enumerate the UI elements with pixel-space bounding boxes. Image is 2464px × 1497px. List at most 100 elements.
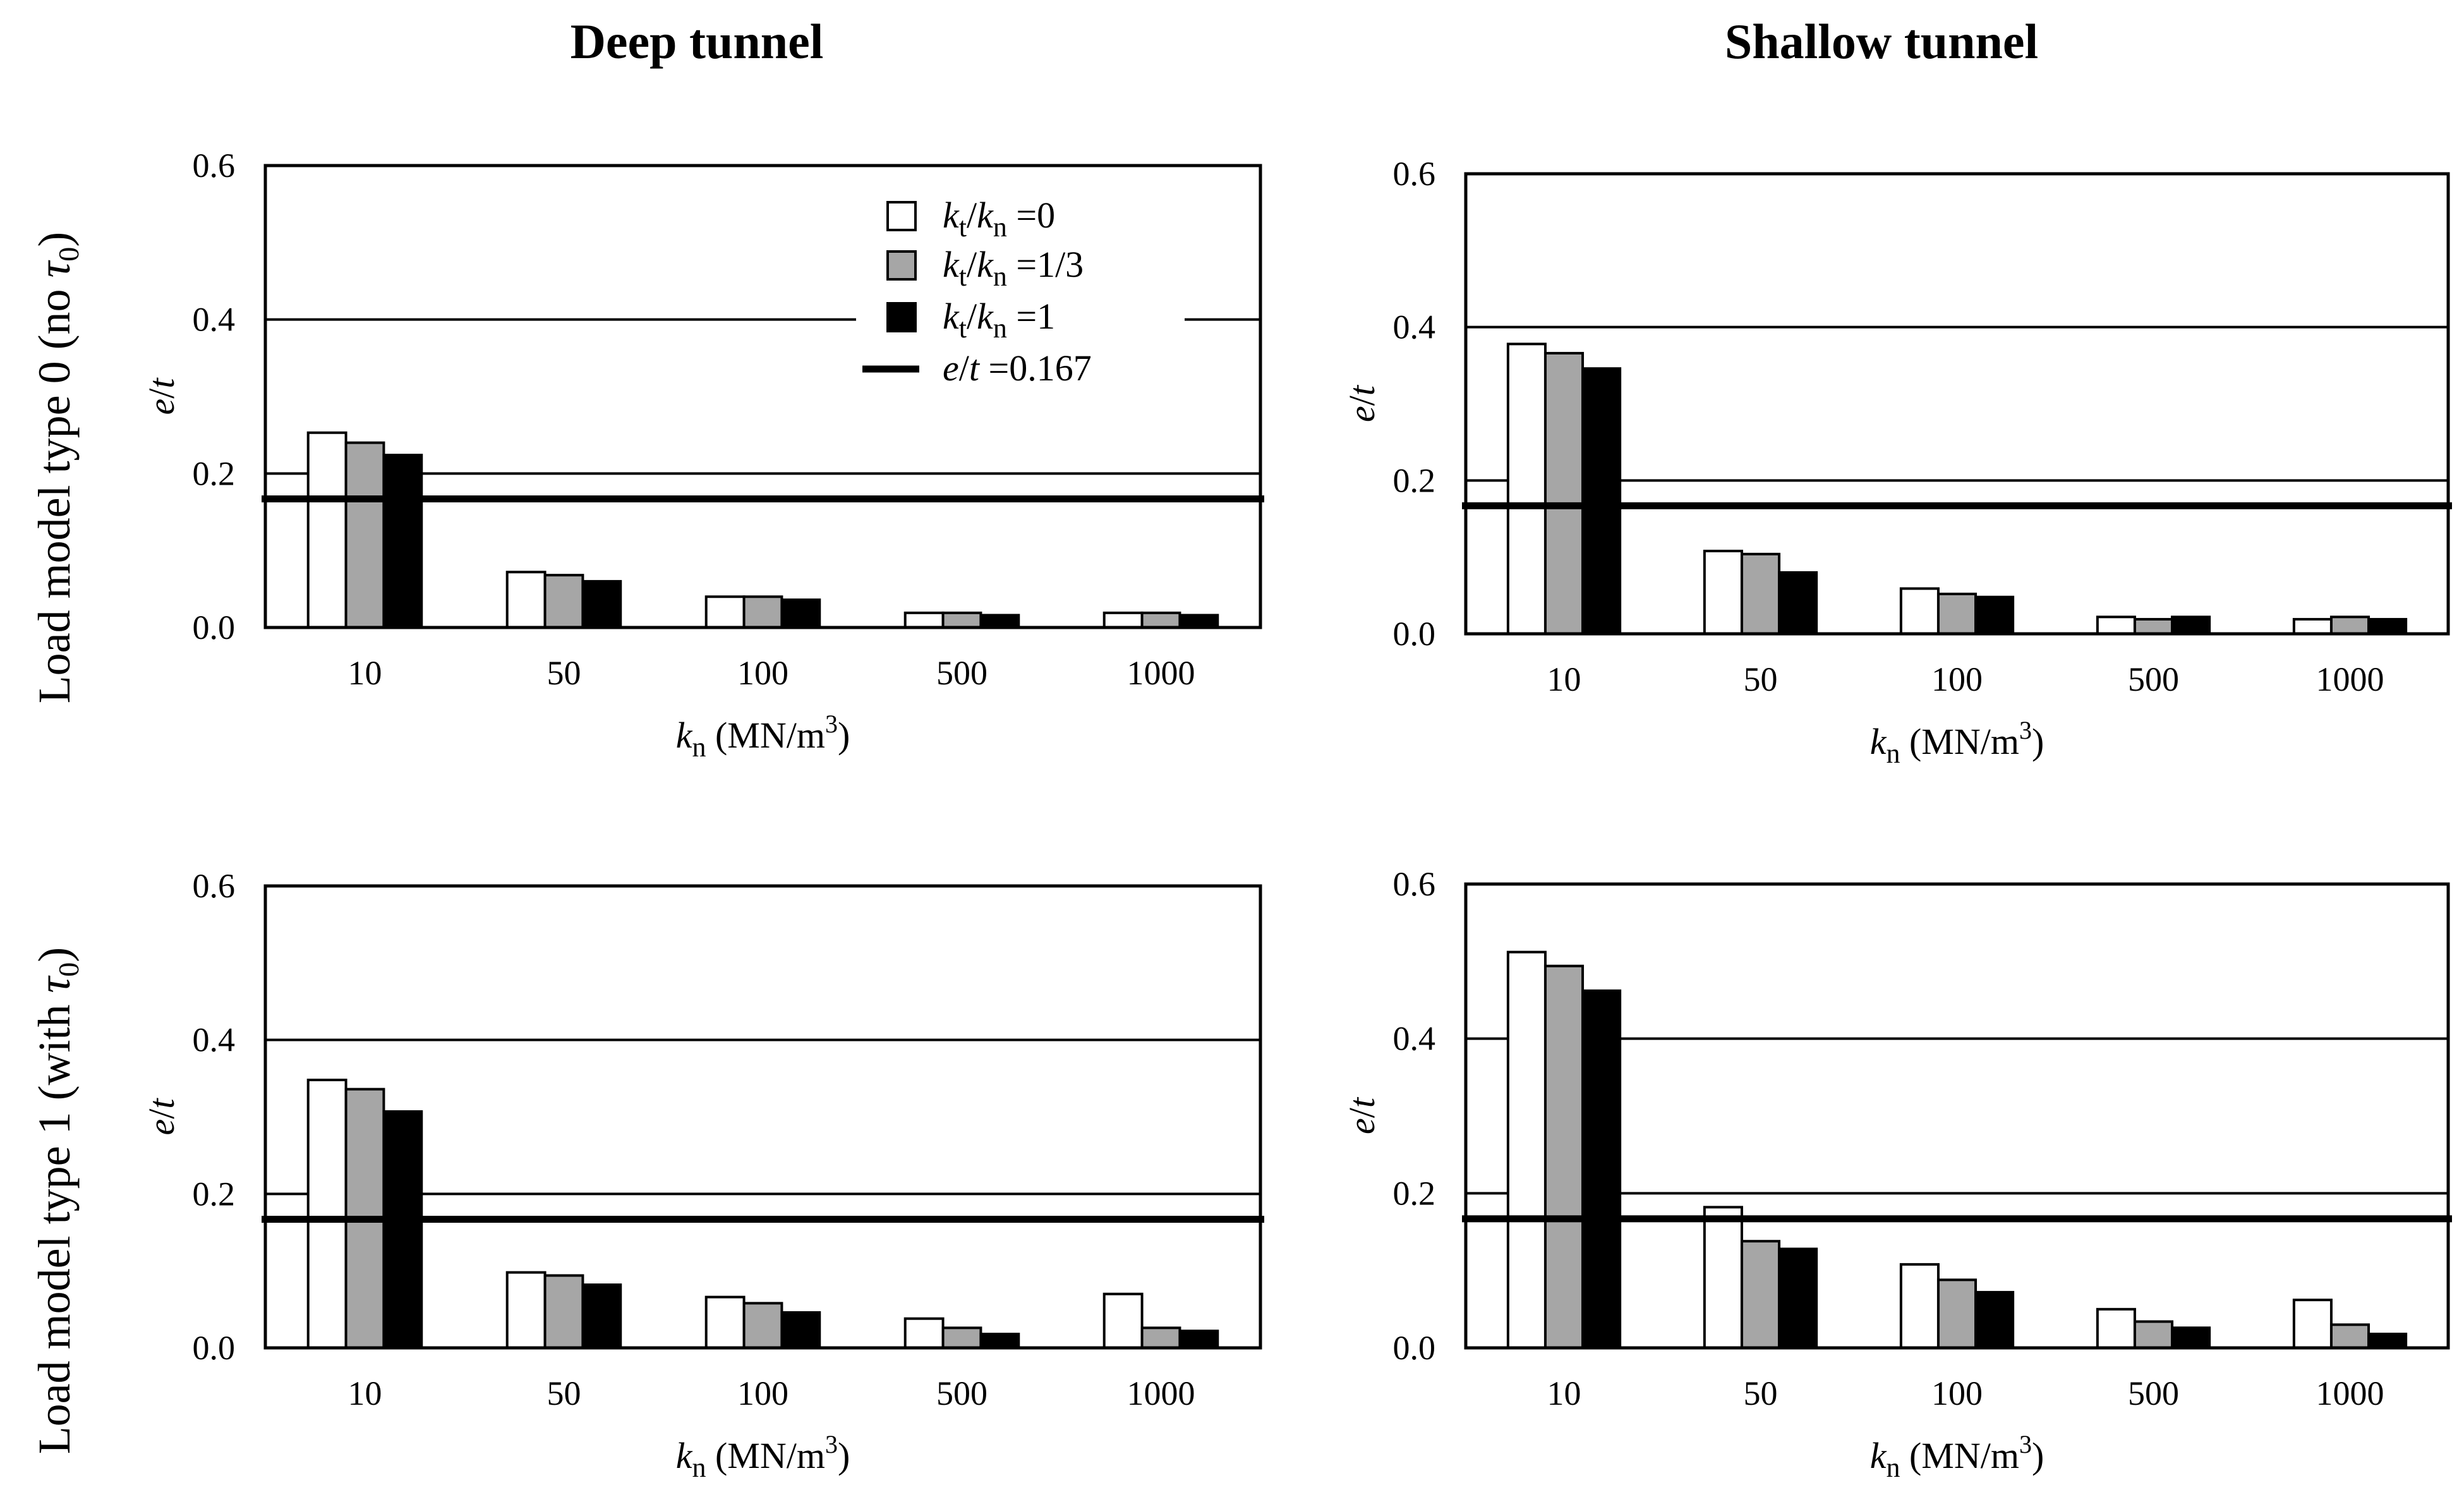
legend-swatch-1	[886, 250, 917, 281]
bar-s2-c0	[382, 454, 423, 629]
legend-var1: k	[943, 195, 960, 236]
y-axis-var1: e	[141, 399, 182, 415]
bar-s2-c1	[1778, 1247, 1818, 1349]
row-label-type1-sub: 0	[52, 962, 85, 977]
bar-s1-c3	[2133, 617, 2174, 635]
x-axis-close: )	[2032, 1435, 2044, 1476]
ytick-label-0: 0.0	[1393, 615, 1436, 653]
bar-s2-c1	[1778, 571, 1818, 636]
bar-s2-c4	[1178, 1330, 1219, 1350]
y-axis-sep: /	[141, 388, 182, 399]
bar-s1-c3	[941, 1326, 982, 1349]
y-axis-sep: /	[1341, 1107, 1382, 1118]
bar-s0-c1	[505, 571, 547, 629]
y-axis-var1: e	[1341, 406, 1382, 422]
bar-s0-c0	[306, 1079, 347, 1350]
row-label-type1-suffix: )	[29, 947, 80, 962]
x-axis-label: kn (MN/m3)	[1870, 716, 2044, 769]
bar-s2-c3	[2171, 615, 2211, 635]
legend-sub1: t	[959, 261, 967, 292]
row-label-type1-symbol: τ	[29, 975, 80, 993]
legend-sep: /	[967, 244, 977, 285]
bar-s2-c1	[581, 1283, 622, 1350]
y-axis-label: e/t	[1341, 1096, 1382, 1134]
legend-value: =1/3	[1007, 244, 1084, 285]
x-axis-close: )	[838, 715, 850, 756]
bar-s0-c0	[1506, 342, 1547, 635]
xtick-label-3: 500	[936, 654, 987, 692]
x-axis-unit: (MN/m	[706, 1435, 825, 1476]
bar-s1-c1	[543, 574, 584, 629]
bar-s1-c1	[543, 1274, 584, 1350]
xtick-label-3: 500	[2128, 1374, 2179, 1412]
bar-s2-c2	[780, 1311, 821, 1350]
bar-s1-c0	[344, 441, 385, 629]
bar-s0-c3	[903, 611, 945, 629]
y-axis-sep: /	[1341, 395, 1382, 406]
bar-s2-c2	[1974, 595, 2015, 636]
ytick-label-3: 0.6	[193, 867, 236, 905]
xtick-label-3: 500	[2128, 660, 2179, 698]
legend-value: =1	[1007, 296, 1055, 337]
legend-var1: k	[943, 244, 960, 285]
bar-s2-c0	[1581, 989, 1622, 1349]
plot-frame	[263, 884, 1262, 1350]
x-axis-label: kn (MN/m3)	[676, 710, 850, 763]
legend-label-1: kt/kn =1/3	[943, 244, 1084, 292]
y-axis-var2: t	[1341, 384, 1382, 396]
bar-s0-c3	[2096, 615, 2136, 635]
x-axis-label: kn (MN/m3)	[1870, 1430, 2044, 1483]
xtick-label-0: 10	[348, 1374, 382, 1412]
bar-s1-c4	[2329, 615, 2370, 635]
ytick-label-2: 0.4	[1393, 308, 1436, 346]
plot-frame	[1464, 172, 2450, 636]
bar-s2-c3	[979, 614, 1020, 629]
y-axis-var2: t	[1341, 1096, 1382, 1108]
bar-s1-c4	[2329, 1323, 2370, 1350]
x-axis-var: k	[676, 715, 693, 756]
bar-s0-c0	[1506, 950, 1547, 1349]
xtick-label-4: 1000	[1127, 654, 1195, 692]
x-axis-sup: 3	[825, 710, 838, 738]
legend-var1: k	[943, 296, 960, 337]
legend-swatch-0	[886, 201, 917, 231]
xtick-label-1: 50	[547, 1374, 581, 1412]
bar-s2-c4	[1178, 614, 1219, 629]
bar-s1-c3	[2133, 1320, 2174, 1350]
bar-s2-c0	[382, 1110, 423, 1349]
row-label-type1-prefix: Load model type 1 (with	[29, 993, 80, 1454]
xtick-label-1: 50	[547, 654, 581, 692]
legend-line-var1: e	[943, 348, 959, 389]
bar-s0-c1	[505, 1271, 547, 1350]
ytick-label-3: 0.6	[1393, 865, 1436, 903]
bar-s1-c4	[1140, 1326, 1181, 1349]
y-axis-var1: e	[1341, 1118, 1382, 1134]
bar-s0-c3	[903, 1317, 945, 1350]
y-axis-label: e/t	[141, 1098, 182, 1136]
legend-label-2: kt/kn =1	[943, 296, 1055, 344]
x-axis-sup: 3	[2019, 1430, 2032, 1458]
bar-s2-c4	[2367, 617, 2408, 635]
ytick-label-1: 0.2	[193, 1175, 236, 1213]
bar-s1-c2	[742, 1302, 783, 1349]
legend-line-var2: t	[969, 348, 981, 389]
legend-line-sep: /	[959, 348, 970, 389]
bar-s0-c2	[704, 1295, 746, 1350]
x-axis-sub: n	[1886, 1452, 1900, 1483]
row-label-type0: Load model type 0 (no τ0)	[29, 232, 85, 704]
y-axis-label: e/t	[141, 377, 182, 415]
legend-sub1: t	[959, 212, 967, 243]
bar-s2-c2	[1974, 1290, 2015, 1350]
legend-label-0: kt/kn =0	[943, 195, 1055, 243]
x-axis-sup: 3	[825, 1430, 838, 1458]
bar-s0-c2	[1899, 587, 1940, 635]
y-axis-label: e/t	[1341, 384, 1382, 422]
ytick-label-3: 0.6	[1393, 155, 1436, 193]
x-axis-close: )	[838, 1435, 850, 1476]
xtick-label-4: 1000	[1127, 1374, 1195, 1412]
plot-frame	[263, 164, 1262, 629]
bar-s2-c3	[979, 1333, 1020, 1350]
